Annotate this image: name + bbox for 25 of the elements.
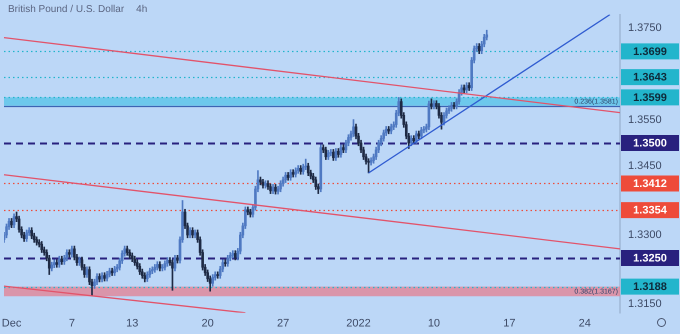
x-tick-label: 24 [578,317,591,330]
x-tick-label: 17 [503,317,516,330]
y-tick-label: 1.3450 [628,160,662,172]
y-tick-label: 1.3300 [628,229,662,242]
x-tick-label: 2022 [346,317,371,330]
y-tick-label: 1.3150 [628,298,662,310]
ref-line-label: 1.3188 [633,281,667,294]
y-tick-label: 1.3550 [628,114,662,126]
ref-line-label: 1.3250 [633,252,667,265]
x-tick-label: 10 [428,317,440,330]
x-tick-label: 7 [68,317,75,330]
ref-line-label: 1.3643 [633,72,667,84]
ref-line-label: 1.3500 [633,138,667,150]
ref-line-label: 1.3412 [633,178,667,190]
y-tick-label: 1.3750 [628,22,662,34]
x-tick-label: 20 [202,317,214,330]
ref-line-label: 1.3599 [633,92,667,104]
chart-title: British Pound / U.S. Dollar [8,4,125,15]
x-tick-label: Dec [2,317,22,330]
chart-subtitle: 4h [136,4,148,15]
x-tick-label: 13 [126,317,138,330]
ref-line-label: 1.3354 [633,204,668,217]
x-tick-label: 27 [276,317,290,330]
candlestick [171,260,174,291]
ref-line-label: 1.3699 [633,46,667,58]
